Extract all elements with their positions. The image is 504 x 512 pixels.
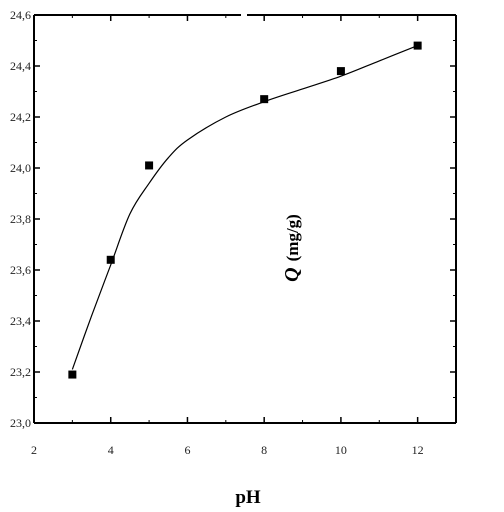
y-tick-label: 24,2: [10, 110, 31, 124]
y-tick-label: 23,2: [10, 365, 31, 379]
x-tick-label: 2: [31, 443, 37, 457]
x-tick-label: 12: [412, 443, 424, 457]
x-tick-label: 4: [108, 443, 114, 457]
y-tick-label: 24,4: [10, 59, 31, 73]
fit-curve: [71, 45, 418, 370]
data-point: [260, 95, 269, 104]
y-axis-title: Q (mg/g): [281, 214, 303, 282]
data-points: [68, 41, 422, 379]
data-point: [336, 67, 345, 76]
tick-marks: [33, 14, 456, 424]
fit-curve-group: [71, 45, 418, 370]
y-tick-label: 24,6: [10, 8, 31, 22]
data-point: [106, 255, 115, 264]
x-axis-title: pH: [235, 487, 261, 508]
data-point: [413, 41, 422, 50]
y-tick-label: 23,8: [10, 212, 31, 226]
tick-labels: 23,0 23,2 23,4 23,6 23,8 24,0 24,2 24,4 24,6 2 4 6 8…: [10, 8, 424, 457]
axes: [33, 14, 457, 424]
y-axis-symbol: Q: [281, 267, 303, 281]
x-tick-label: 6: [184, 443, 190, 457]
y-tick-label: 24,0: [10, 161, 31, 175]
svg-text:Q(mg/g): Q (mg/g): [281, 214, 303, 282]
data-point: [145, 161, 154, 170]
y-axis-unit: (mg/g): [283, 214, 302, 261]
y-tick-label: 23,0: [10, 416, 31, 430]
data-point: [68, 370, 77, 379]
x-tick-label: 10: [335, 443, 347, 457]
y-tick-label: 23,4: [10, 314, 31, 328]
y-tick-label: 23,6: [10, 263, 31, 277]
x-tick-label: 8: [261, 443, 267, 457]
